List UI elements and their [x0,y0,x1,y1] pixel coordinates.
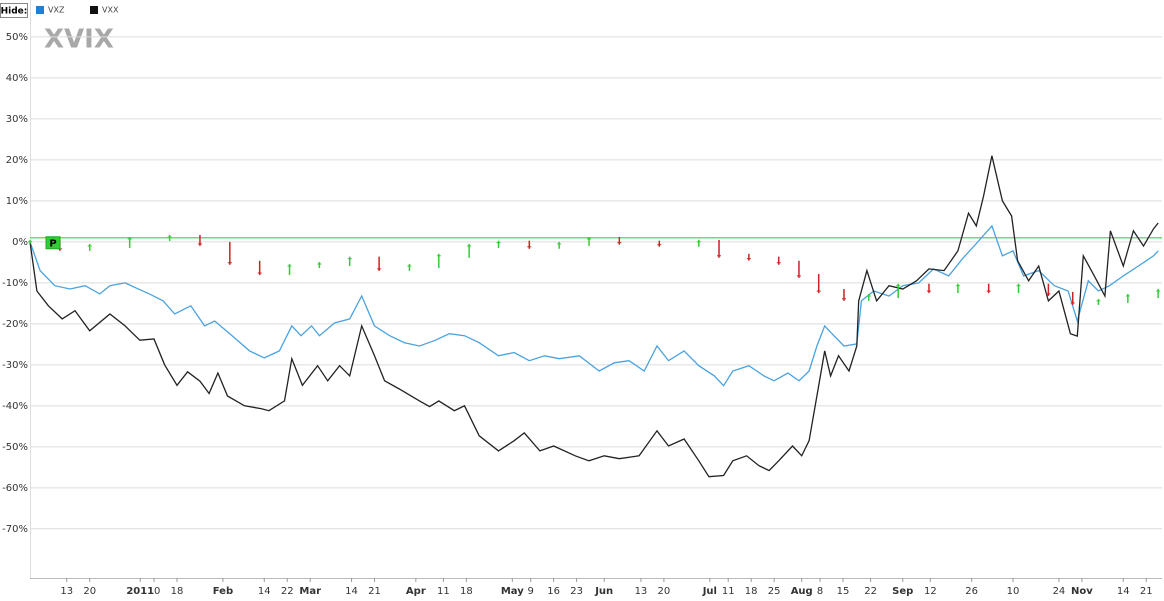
x-tick-label: 15 [837,586,850,597]
series-line [29,155,1159,478]
x-tick-label: 22 [864,586,877,597]
x-tick-label: 13 [635,586,648,597]
x-tick-label: 20 [658,586,671,597]
x-tick-label: 20 [83,586,96,597]
y-tick-label: -40% [2,401,28,412]
legend-label: VXZ [48,6,65,15]
x-tick-label: Jul [702,586,717,597]
reference-badge-label: P [49,238,56,249]
x-tick-label: 10 [1007,586,1020,597]
series-line [29,224,1159,387]
reference-badge [45,236,61,250]
x-tick-label: Apr [406,586,426,597]
x-tick-label: Nov [1071,586,1093,597]
x-tick-label: Jun [594,586,613,597]
legend-swatch [36,6,44,14]
x-tick-label: 14 [345,586,358,597]
y-tick-label: -70% [2,524,28,535]
x-tick-label: 14 [1117,586,1130,597]
x-tick-label: 12 [924,586,937,597]
x-tick-label: 14 [258,586,271,597]
x-tick-label: 21 [368,586,381,597]
hide-button[interactable]: Hide: [0,3,28,18]
x-tick-label: Sep [892,586,913,597]
x-tick-label: 2011 [126,586,154,597]
x-tick-label: 9 [528,586,534,597]
y-tick-label: 40% [6,73,28,84]
chart-title: XVIX [44,25,114,55]
x-tick-label: Mar [299,586,321,597]
x-tick-label: 11 [722,586,735,597]
x-tick-label: 25 [768,586,781,597]
y-tick-label: 50% [6,32,28,43]
y-tick-label: -60% [2,483,28,494]
x-tick-label: 23 [570,586,583,597]
hide-label[interactable]: Hide: [1,7,28,17]
x-tick-label: 21 [1140,586,1153,597]
x-tick-label: 10 [148,586,161,597]
x-tick-label: 22 [281,586,294,597]
x-tick-label: 11 [437,586,450,597]
x-tick-label: 26 [965,586,978,597]
y-tick-label: 30% [6,114,28,125]
x-tick-label: 13 [60,586,73,597]
x-tick-label: May [501,586,524,597]
y-tick-label: -30% [2,360,28,371]
legend-swatch [90,6,98,14]
y-tick-label: 10% [6,196,28,207]
legend-label: VXX [102,6,119,15]
x-tick-label: 24 [1053,586,1066,597]
y-tick-label: 0% [12,237,28,248]
y-tick-label: 20% [6,155,28,166]
y-tick-label: -20% [2,319,28,330]
y-tick-label: -10% [2,278,28,289]
x-tick-label: 18 [460,586,473,597]
x-tick-label: 18 [171,586,184,597]
x-tick-label: Feb [213,586,233,597]
x-tick-label: 8 [817,586,823,597]
x-tick-label: 16 [547,586,560,597]
x-tick-label: Aug [791,586,813,597]
x-tick-label: 18 [745,586,758,597]
y-tick-label: -50% [2,442,28,453]
hide-button-box[interactable] [0,3,28,18]
